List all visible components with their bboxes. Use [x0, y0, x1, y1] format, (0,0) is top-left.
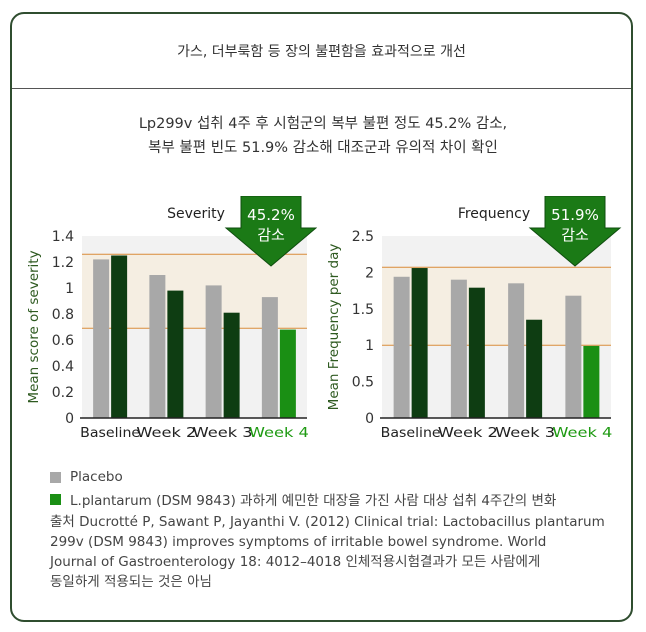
y-axis-label: Mean Frequency per day: [326, 244, 342, 411]
y-tick-label: 0.8: [52, 307, 74, 323]
reduction-arrow-icon: [528, 196, 622, 267]
bar-treatment-baseline: [411, 268, 428, 418]
bar-placebo-baseline: [93, 259, 110, 418]
x-tick-label: Week 4: [249, 425, 309, 441]
bar-treatment-week-3: [223, 312, 240, 418]
legend-item-treatment: L.plantarum (DSM 9843) 과하게 예민한 대장을 가진 사람…: [50, 488, 556, 510]
source-line-1: 출처 Ducrotté P, Sawant P, Jayanthi V. (20…: [50, 514, 605, 530]
callout-label: 감소: [257, 226, 285, 244]
x-tick-label: Baseline: [381, 425, 441, 441]
y-tick-label: 1: [65, 281, 74, 297]
bar-placebo-week-3: [205, 285, 222, 418]
source-line-2: 299v (DSM 9843) improves symptoms of irr…: [50, 534, 547, 550]
callout-percent: 45.2%: [247, 206, 295, 224]
bar-treatment-week-4: [279, 329, 296, 418]
subtitle: Lp299v 섭취 4주 후 시험군의 복부 불편 정도 45.2% 감소, 복…: [0, 112, 646, 160]
chart-title: Frequency: [458, 206, 530, 222]
bar-placebo-week-4: [261, 297, 278, 418]
y-tick-label: 0.5: [352, 375, 374, 391]
y-tick-label: 2: [365, 265, 374, 281]
bar-placebo-week-3: [508, 283, 525, 418]
y-tick-label: 0.4: [52, 359, 74, 375]
x-tick-label: Week 2: [438, 425, 498, 441]
y-axis-label: Mean score of severity: [26, 250, 42, 403]
y-tick-label: 1: [365, 338, 374, 354]
frequency-chart: 0 0.5 1 1.5 2 2.5 Mean Frequency per day Baseli…: [326, 196, 622, 441]
page-title: 가스, 더부룩함 등 장의 불편함을 효과적으로 개선: [177, 44, 466, 60]
legend-item-placebo: Placebo: [50, 466, 556, 488]
source-line-4: 동일하게 적용되는 것은 아님: [50, 574, 212, 590]
subtitle-line-2: 복부 불편 빈도 51.9% 감소해 대조군과 유의적 차이 확인: [148, 140, 498, 156]
reduction-arrow-icon: [224, 196, 317, 267]
legend-label-placebo: Placebo: [70, 469, 123, 485]
y-tick-label: 2.5: [352, 229, 374, 245]
legend-swatch-treatment: [50, 493, 61, 505]
callout-percent: 51.9%: [551, 206, 599, 224]
bar-placebo-week-2: [149, 275, 166, 418]
legend-label-treatment: L.plantarum (DSM 9843) 과하게 예민한 대장을 가진 사람…: [70, 493, 557, 509]
y-tick-label: 1.2: [52, 255, 74, 271]
bar-treatment-week-2: [167, 290, 184, 418]
header: 가스, 더부룩함 등 장의 불편함을 효과적으로 개선: [12, 14, 631, 89]
y-tick-label: 0: [365, 411, 374, 427]
bar-treatment-week-4: [583, 345, 600, 418]
x-tick-label: Week 2: [136, 425, 196, 441]
chart-title: Severity: [167, 206, 225, 222]
bar-placebo-baseline: [393, 276, 410, 418]
x-tick-label: Week 3: [193, 425, 253, 441]
x-tick-label: Week 3: [495, 425, 555, 441]
legend: Placebo L.plantarum (DSM 9843) 과하게 예민한 대…: [50, 466, 556, 510]
legend-swatch-placebo: [50, 471, 61, 483]
x-tick-label: Baseline: [80, 425, 140, 441]
callout-label: 감소: [561, 226, 589, 244]
y-tick-label: 0: [65, 411, 74, 427]
source-line-3: Journal of Gastroenterology 18: 4012–401…: [50, 554, 541, 570]
bar-treatment-baseline: [111, 255, 128, 418]
severity-chart: 0 0.2 0.4 0.6 0.8 1 1.2 1.4 Mean score of severi…: [26, 196, 317, 441]
source-citation: 출처 Ducrotté P, Sawant P, Jayanthi V. (20…: [50, 512, 610, 592]
bar-treatment-week-3: [526, 319, 543, 418]
bar-placebo-week-2: [450, 279, 467, 418]
y-tick-label: 0.6: [52, 333, 74, 349]
y-tick-label: 1.5: [352, 302, 374, 318]
subtitle-line-1: Lp299v 섭취 4주 후 시험군의 복부 불편 정도 45.2% 감소,: [138, 116, 508, 132]
bar-placebo-week-4: [565, 295, 582, 418]
x-tick-label: Week 4: [552, 425, 612, 441]
bar-treatment-week-2: [468, 287, 485, 418]
y-tick-label: 0.2: [52, 385, 74, 401]
y-tick-label: 1.4: [52, 229, 74, 245]
